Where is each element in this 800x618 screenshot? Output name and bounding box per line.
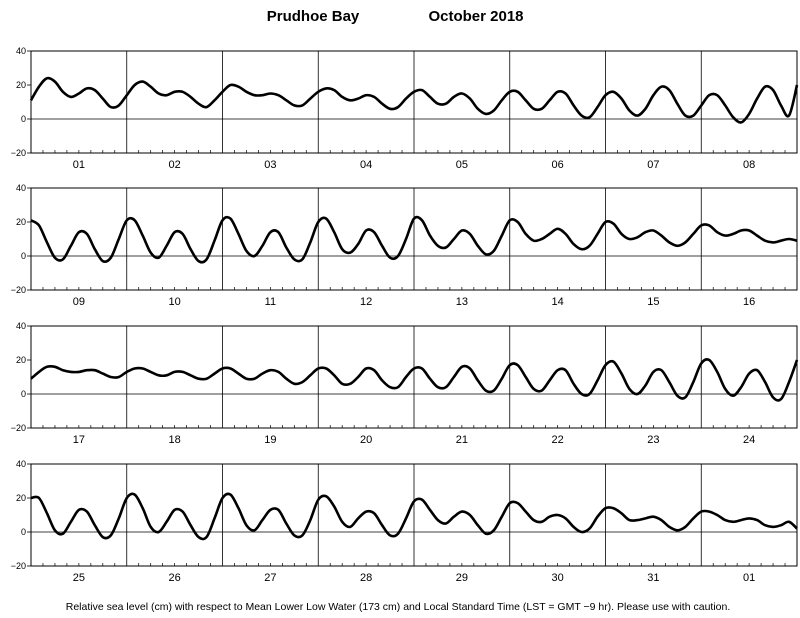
chart-title-period: October 2018 [428, 8, 523, 25]
day-label: 12 [360, 296, 372, 308]
day-label: 01 [73, 159, 85, 171]
tide-curve [30, 215, 798, 264]
y-tick-label: 0 [21, 251, 26, 261]
day-label: 13 [456, 296, 468, 308]
day-label: 27 [264, 572, 276, 584]
tide-curve [30, 358, 799, 402]
y-tick-label: 20 [16, 217, 26, 227]
y-tick-label: 20 [16, 493, 26, 503]
y-tick-label: −20 [11, 148, 26, 158]
y-tick-label: 40 [16, 459, 26, 469]
day-label: 22 [552, 434, 564, 446]
day-label: 21 [456, 434, 468, 446]
day-label: 29 [456, 572, 468, 584]
day-label: 30 [552, 572, 564, 584]
day-label: 08 [743, 159, 755, 171]
day-label: 24 [743, 434, 755, 446]
day-label: 05 [456, 159, 468, 171]
y-tick-label: 0 [21, 389, 26, 399]
y-tick-label: −20 [11, 561, 26, 571]
y-tick-label: 20 [16, 355, 26, 365]
panel-4: 40 20 0 −20 25 26 27 28 29 30 31 01 [11, 459, 798, 584]
chart-title-station: Prudhoe Bay [267, 8, 360, 25]
y-tick-label: −20 [11, 423, 26, 433]
panel-2: 40 20 0 −20 09 10 11 12 13 14 15 16 [11, 183, 798, 308]
day-label: 06 [552, 159, 564, 171]
day-label: 17 [73, 434, 85, 446]
panel-3: 40 20 0 −20 17 18 19 20 21 22 23 24 [11, 321, 799, 446]
day-label: 18 [169, 434, 181, 446]
day-label: 02 [169, 159, 181, 171]
y-tick-label: 40 [16, 46, 26, 56]
y-tick-label: 0 [21, 114, 26, 124]
day-label: 28 [360, 572, 372, 584]
day-label: 10 [169, 296, 181, 308]
footnote: Relative sea level (cm) with respect to … [66, 601, 731, 613]
day-label: 07 [647, 159, 659, 171]
day-label: 19 [264, 434, 276, 446]
day-label: 01 [743, 572, 755, 584]
day-label: 14 [552, 296, 564, 308]
day-label: 04 [360, 159, 372, 171]
y-tick-label: 20 [16, 80, 26, 90]
y-tick-label: 0 [21, 527, 26, 537]
panels-group: 40 20 0 −20 01 02 03 04 05 06 07 08 40 20 0 −20 09 10 11 12… [11, 46, 799, 584]
day-label: 03 [264, 159, 276, 171]
tide-curve [29, 76, 799, 124]
day-label: 15 [647, 296, 659, 308]
y-tick-label: 40 [16, 183, 26, 193]
tide-curve [30, 492, 798, 541]
day-label: 31 [647, 572, 659, 584]
day-label: 25 [73, 572, 85, 584]
day-label: 20 [360, 434, 372, 446]
y-tick-label: −20 [11, 285, 26, 295]
y-tick-label: 40 [16, 321, 26, 331]
day-label: 11 [265, 296, 276, 308]
day-label: 26 [169, 572, 181, 584]
day-label: 16 [743, 296, 755, 308]
panel-1: 40 20 0 −20 01 02 03 04 05 06 07 08 [11, 46, 799, 171]
day-label: 09 [73, 296, 85, 308]
day-label: 23 [647, 434, 659, 446]
